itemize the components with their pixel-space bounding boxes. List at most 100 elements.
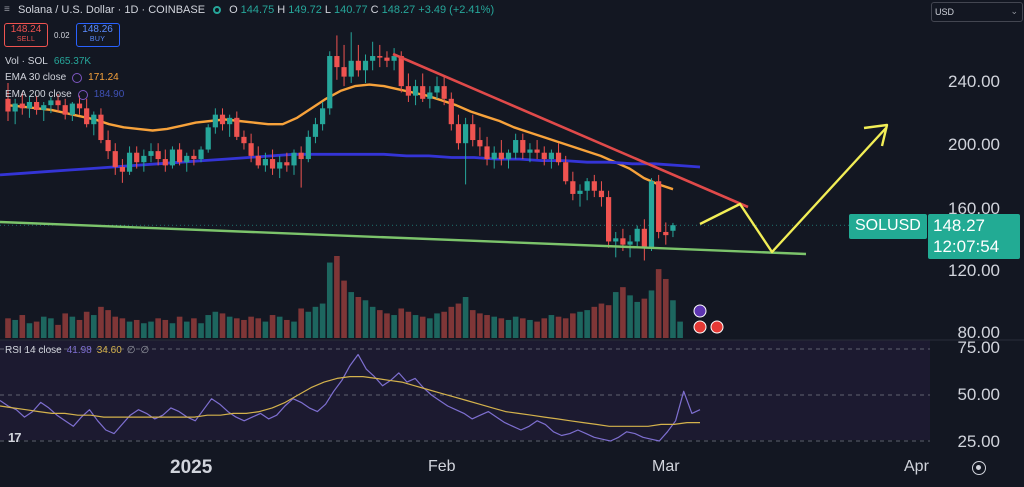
candle-body <box>334 56 340 68</box>
candle-body <box>463 124 469 144</box>
volume-bar <box>5 318 11 338</box>
volume-bar <box>491 316 497 338</box>
x-tick-label: Apr <box>904 458 929 475</box>
symbol-title[interactable]: Solana / U.S. Dollar · 1D · COINBASE <box>18 4 206 16</box>
ohlc-close: 148.27 <box>381 4 416 16</box>
volume-bar <box>512 316 519 338</box>
ohlc-open: 144.75 <box>240 4 275 16</box>
volume-bar <box>369 306 376 338</box>
volume-bar <box>462 297 469 338</box>
candle-body <box>105 140 111 152</box>
volume-bar <box>484 315 490 338</box>
volume-bar <box>205 315 211 338</box>
ema30-line <box>7 83 674 191</box>
legend-ema200[interactable]: EMA 200 close 184.90 <box>5 89 124 100</box>
candle-body <box>348 60 354 77</box>
volume-bar <box>169 323 176 338</box>
candle-body <box>391 56 397 61</box>
volume-bar <box>398 308 405 338</box>
symbol-menu-icon[interactable]: ≡ <box>4 4 10 15</box>
target-icon[interactable] <box>972 461 986 475</box>
volume-bar <box>412 315 419 338</box>
candle-body <box>184 155 190 163</box>
volume-bar <box>341 280 347 338</box>
candle-body <box>169 149 176 166</box>
candle-body <box>548 152 554 160</box>
candle-body <box>498 152 504 160</box>
candle-body <box>448 98 454 125</box>
buy-price: 148.26 <box>82 24 113 35</box>
volume-bar <box>141 323 147 338</box>
candle-body <box>126 152 133 172</box>
ohlc-open-key: O <box>229 4 238 16</box>
volume-bar <box>377 310 383 338</box>
candle-body <box>19 103 25 109</box>
volume-bar <box>362 300 369 338</box>
volume-bar <box>548 315 555 338</box>
rsi-line <box>0 353 701 442</box>
volume-bar <box>455 303 462 338</box>
volume-bar <box>498 318 505 338</box>
volume-bar <box>284 319 290 338</box>
volume-bar <box>219 313 226 338</box>
candle-body <box>613 238 619 242</box>
candle-body <box>591 181 597 191</box>
tradingview-logo-icon[interactable]: 17 <box>8 430 22 445</box>
candle-body <box>491 152 497 160</box>
indicator-settings-icon[interactable] <box>77 89 88 100</box>
volume-bar <box>319 303 326 338</box>
candle-body <box>277 162 283 169</box>
y-tick-label: 160.00 <box>948 199 1000 218</box>
volume-bar <box>291 321 297 338</box>
indicator-settings-icon[interactable] <box>72 72 83 83</box>
volume-bar <box>26 323 33 338</box>
legend-volume[interactable]: Vol · SOL 665.37K <box>5 56 91 67</box>
candle-body <box>670 225 676 231</box>
volume-bar <box>126 321 133 338</box>
candle-body <box>205 127 211 150</box>
candle-body <box>377 56 383 58</box>
candle-body <box>177 149 183 163</box>
candle-body <box>384 57 390 61</box>
volume-bar <box>605 305 612 338</box>
volume-bar <box>355 297 362 338</box>
volume-bar <box>469 310 476 338</box>
volume-bar <box>198 323 204 338</box>
volume-bar <box>391 315 397 338</box>
volume-bar <box>534 321 540 338</box>
volume-bar <box>427 318 433 338</box>
candle-body <box>634 228 640 242</box>
rsi-band <box>0 340 930 440</box>
currency-select[interactable]: USD ⌄ <box>931 2 1023 22</box>
volume-bar <box>262 321 269 338</box>
volume-bar <box>112 316 119 338</box>
rsi-ma-value: 34.60 <box>96 345 122 356</box>
volume-bar <box>570 313 576 338</box>
volume-bar <box>155 318 161 338</box>
candle-body <box>69 103 75 115</box>
rsi-legend[interactable]: RSI 14 close 41.98 34.60 ∅ ∅ <box>5 345 149 356</box>
projected-path <box>699 127 887 254</box>
legend-ema30[interactable]: EMA 30 close 171.24 <box>5 72 119 83</box>
volume-bar <box>76 319 83 338</box>
candle-body <box>234 117 240 137</box>
volume-bar <box>477 313 483 338</box>
candle-body <box>148 151 154 156</box>
volume-bar <box>12 319 18 338</box>
volume-bar <box>434 313 440 338</box>
sell-button[interactable]: 148.24 SELL <box>4 23 48 47</box>
volume-bar <box>562 318 569 338</box>
event-marker-icon <box>693 320 707 334</box>
volume-bar <box>584 310 590 338</box>
buy-button[interactable]: 148.26 BUY <box>75 23 120 47</box>
candle-body <box>112 151 118 167</box>
candle-body <box>563 162 569 182</box>
volume-bar <box>620 287 626 338</box>
volume-bar <box>226 316 233 338</box>
candle-body <box>162 159 168 166</box>
candle-body <box>298 152 304 160</box>
candle-body <box>412 86 419 96</box>
rsi-tick-label: 50.00 <box>957 385 1000 404</box>
